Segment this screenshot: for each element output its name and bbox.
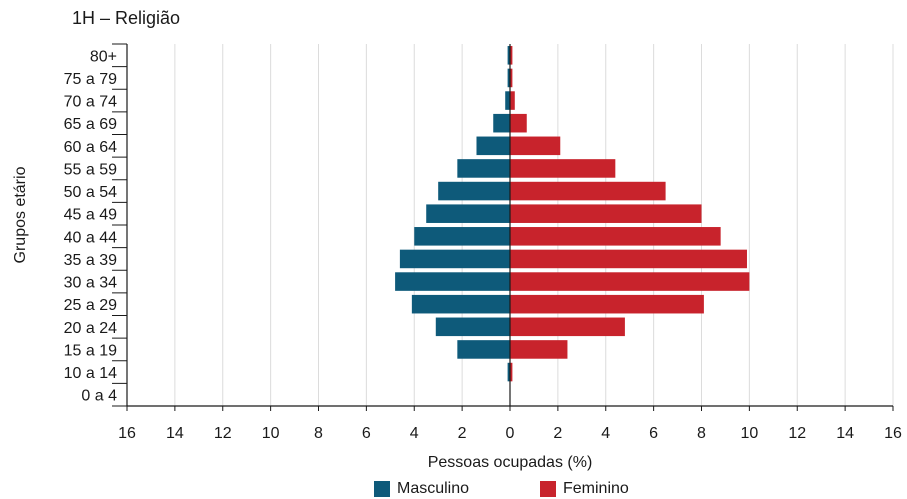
bar-feminino [510,362,513,382]
x-tick-label: 2 [458,425,467,442]
x-tick-label: 10 [262,425,280,442]
bar-masculino [507,46,510,65]
bar-masculino [414,227,510,246]
bar-masculino [426,204,510,223]
y-tick-label: 75 a 79 [64,71,117,88]
y-tick-label: 70 a 74 [64,94,117,111]
bar-masculino [493,113,510,133]
bar-feminino [510,113,527,133]
bar-masculino [395,272,510,291]
x-tick-label: 16 [884,425,902,442]
bar-feminino [510,249,747,269]
y-tick-label: 55 a 59 [64,161,117,178]
bar-feminino [510,46,513,65]
y-tick-label: 0 a 4 [81,388,117,405]
x-tick-label: 16 [118,425,136,442]
legend-swatch-masculino [374,481,390,497]
x-tick-label: 4 [601,425,610,442]
x-tick-label: 12 [788,425,806,442]
x-tick-label: 6 [649,425,658,442]
y-tick-label: 50 a 54 [64,184,117,201]
bar-masculino [505,91,510,110]
bar-masculino [399,249,510,269]
bar-masculino [457,159,510,178]
x-tick-label: 10 [740,425,758,442]
x-tick-label: 6 [362,425,371,442]
legend-swatch-feminino [540,481,556,497]
bar-masculino [507,68,510,88]
legend-label-masculino: Masculino [397,480,470,497]
y-tick-label: 25 a 29 [64,297,117,314]
bar-feminino [510,68,513,88]
bar-feminino [510,294,704,314]
bar-feminino [510,181,666,201]
x-tick-label: 0 [506,425,515,442]
bar-feminino [510,317,625,337]
bar-masculino [457,340,510,359]
x-tick-label: 8 [314,425,323,442]
x-tick-label: 8 [697,425,706,442]
y-axis-title: Grupos etário [12,166,29,263]
axes: 16 14 12 10 8 6 4 2 0 2 4 6 8 10 12 14 16 80+ 75 a 79 70 a … [64,43,902,442]
y-tick-label: 30 a 34 [64,275,117,292]
x-tick-label: 14 [836,425,854,442]
bar-feminino [510,227,721,246]
y-tick-label: 35 a 39 [64,252,117,269]
y-tick-label: 40 a 44 [64,229,117,246]
bar-masculino [507,362,510,382]
bar-masculino [411,294,510,314]
x-tick-label: 2 [553,425,562,442]
bar-masculino [476,136,510,156]
y-tick-label: 20 a 24 [64,320,117,337]
legend-item-masculino: Masculino [374,480,469,498]
y-tick-label: 10 a 14 [64,365,117,382]
bar-feminino [510,204,702,223]
bar-feminino [510,272,750,291]
bar-masculino [438,181,510,201]
x-tick-label: 12 [214,425,232,442]
legend-item-feminino: Feminino [540,480,629,498]
x-axis-title: Pessoas ocupadas (%) [428,454,593,471]
bars [395,46,750,382]
y-tick-label: 80+ [90,48,117,65]
y-tick-label: 15 a 19 [64,342,117,359]
x-tick-label: 4 [410,425,419,442]
bar-feminino [510,136,561,156]
bar-feminino [510,340,568,359]
population-pyramid-chart: 16 14 12 10 8 6 4 2 0 2 4 6 8 10 12 14 16 80+ 75 a 79 70 a … [12,43,902,471]
bar-masculino [435,317,510,337]
bar-feminino [510,91,515,110]
y-tick-label: 60 a 64 [64,139,117,156]
y-tick-label: 45 a 49 [64,207,117,224]
y-tick-label: 65 a 69 [64,116,117,133]
legend: Masculino Feminino [0,480,907,499]
x-tick-label: 14 [166,425,184,442]
bar-feminino [510,159,616,178]
chart-title: 1H – Religião [72,8,181,28]
legend-label-feminino: Feminino [563,480,629,497]
